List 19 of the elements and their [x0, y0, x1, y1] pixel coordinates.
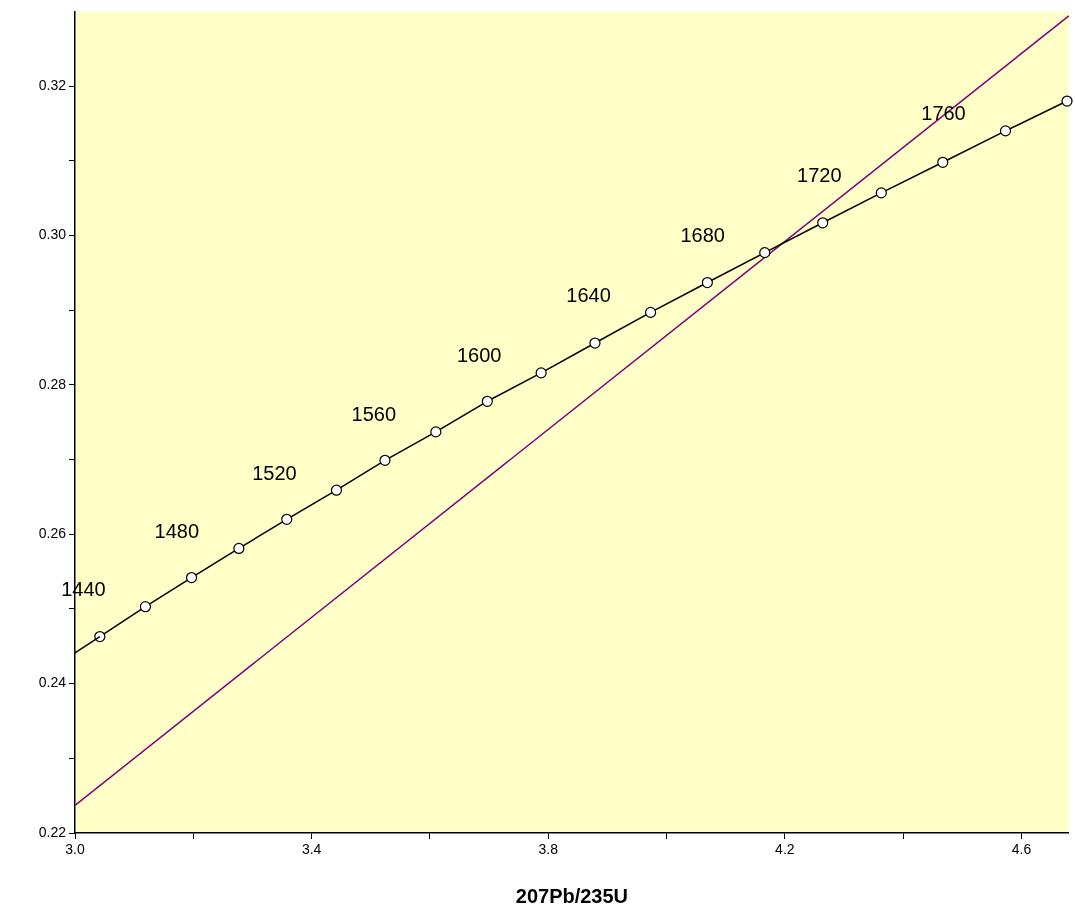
- annotation: 1720: [797, 164, 842, 187]
- annotation: 1600: [456, 344, 502, 367]
- annotation: 1520: [252, 461, 297, 484]
- y-tick-label: 0.26: [38, 525, 67, 542]
- annotation: 1560: [351, 403, 397, 426]
- y-tick-label: 0.22: [38, 823, 67, 840]
- x-tick-label: 3.4: [301, 841, 322, 858]
- x-tick-label: 3.0: [65, 841, 85, 858]
- y-tick-label: 0.30: [38, 226, 67, 243]
- annotation: 1680: [680, 224, 725, 247]
- x-axis-title: 207Pb/235U: [515, 884, 629, 907]
- y-tick-label: 0.28: [38, 375, 67, 392]
- x-tick-label: 3.8: [538, 841, 559, 858]
- annotation: 1640: [566, 283, 611, 306]
- annotation: 1480: [154, 519, 200, 542]
- y-tick-label: 0.24: [38, 674, 67, 691]
- y-tick-label: 0.32: [38, 76, 67, 93]
- x-tick-label: 4.2: [775, 841, 795, 858]
- x-tick-label: 4.6: [1011, 841, 1032, 858]
